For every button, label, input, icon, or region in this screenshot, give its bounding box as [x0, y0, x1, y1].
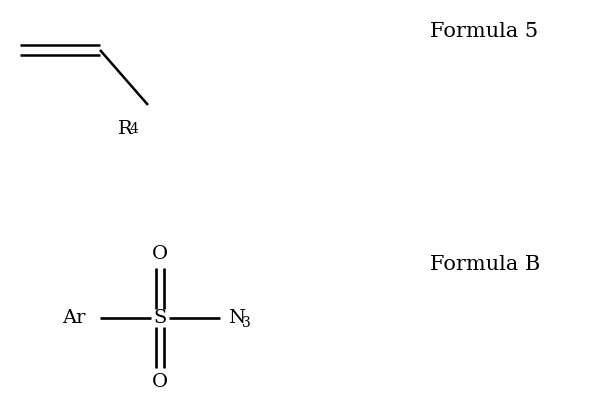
Text: 3: 3 — [242, 316, 251, 330]
Text: S: S — [153, 309, 167, 327]
Text: Formula 5: Formula 5 — [430, 22, 538, 41]
Text: 4: 4 — [130, 122, 139, 136]
Text: R: R — [118, 120, 133, 138]
Text: Formula B: Formula B — [430, 255, 540, 274]
Text: N: N — [228, 309, 245, 327]
Text: O: O — [152, 245, 168, 263]
Text: Ar: Ar — [62, 309, 86, 327]
Text: O: O — [152, 373, 168, 391]
